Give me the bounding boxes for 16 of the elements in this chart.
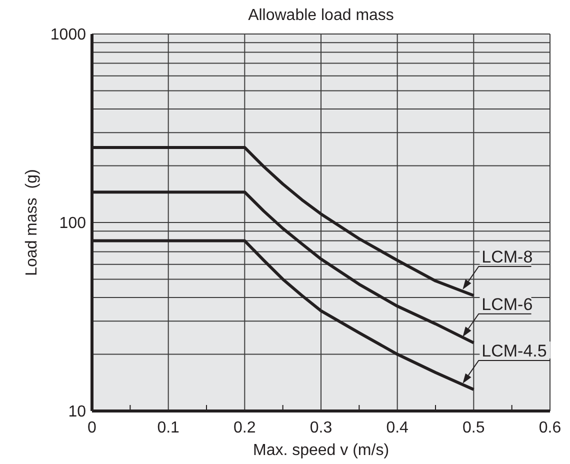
y-axis-title: Load mass (g) [24, 169, 40, 276]
y-tick-label: 100 [59, 215, 86, 232]
series-label: LCM-8 [482, 247, 533, 266]
chart-title: Allowable load mass [247, 6, 395, 26]
x-axis-title: Max. speed v (m/s) [252, 442, 390, 459]
x-tick-label: 0.4 [386, 419, 409, 436]
x-tick-label: 0 [88, 419, 97, 436]
x-tick-label: 0.3 [310, 419, 332, 436]
legend-label: LCM-4.5 [482, 342, 547, 361]
y-tick-label: 10 [68, 404, 86, 421]
x-tick-label: 0.6 [538, 419, 562, 436]
x-tick-label: 0.2 [234, 419, 256, 436]
legend-label: LCM-6 [482, 294, 533, 314]
x-tick-label: 0.1 [157, 419, 180, 436]
x-tick-label: 0.5 [462, 419, 485, 436]
y-tick-label: 1000 [50, 26, 86, 44]
